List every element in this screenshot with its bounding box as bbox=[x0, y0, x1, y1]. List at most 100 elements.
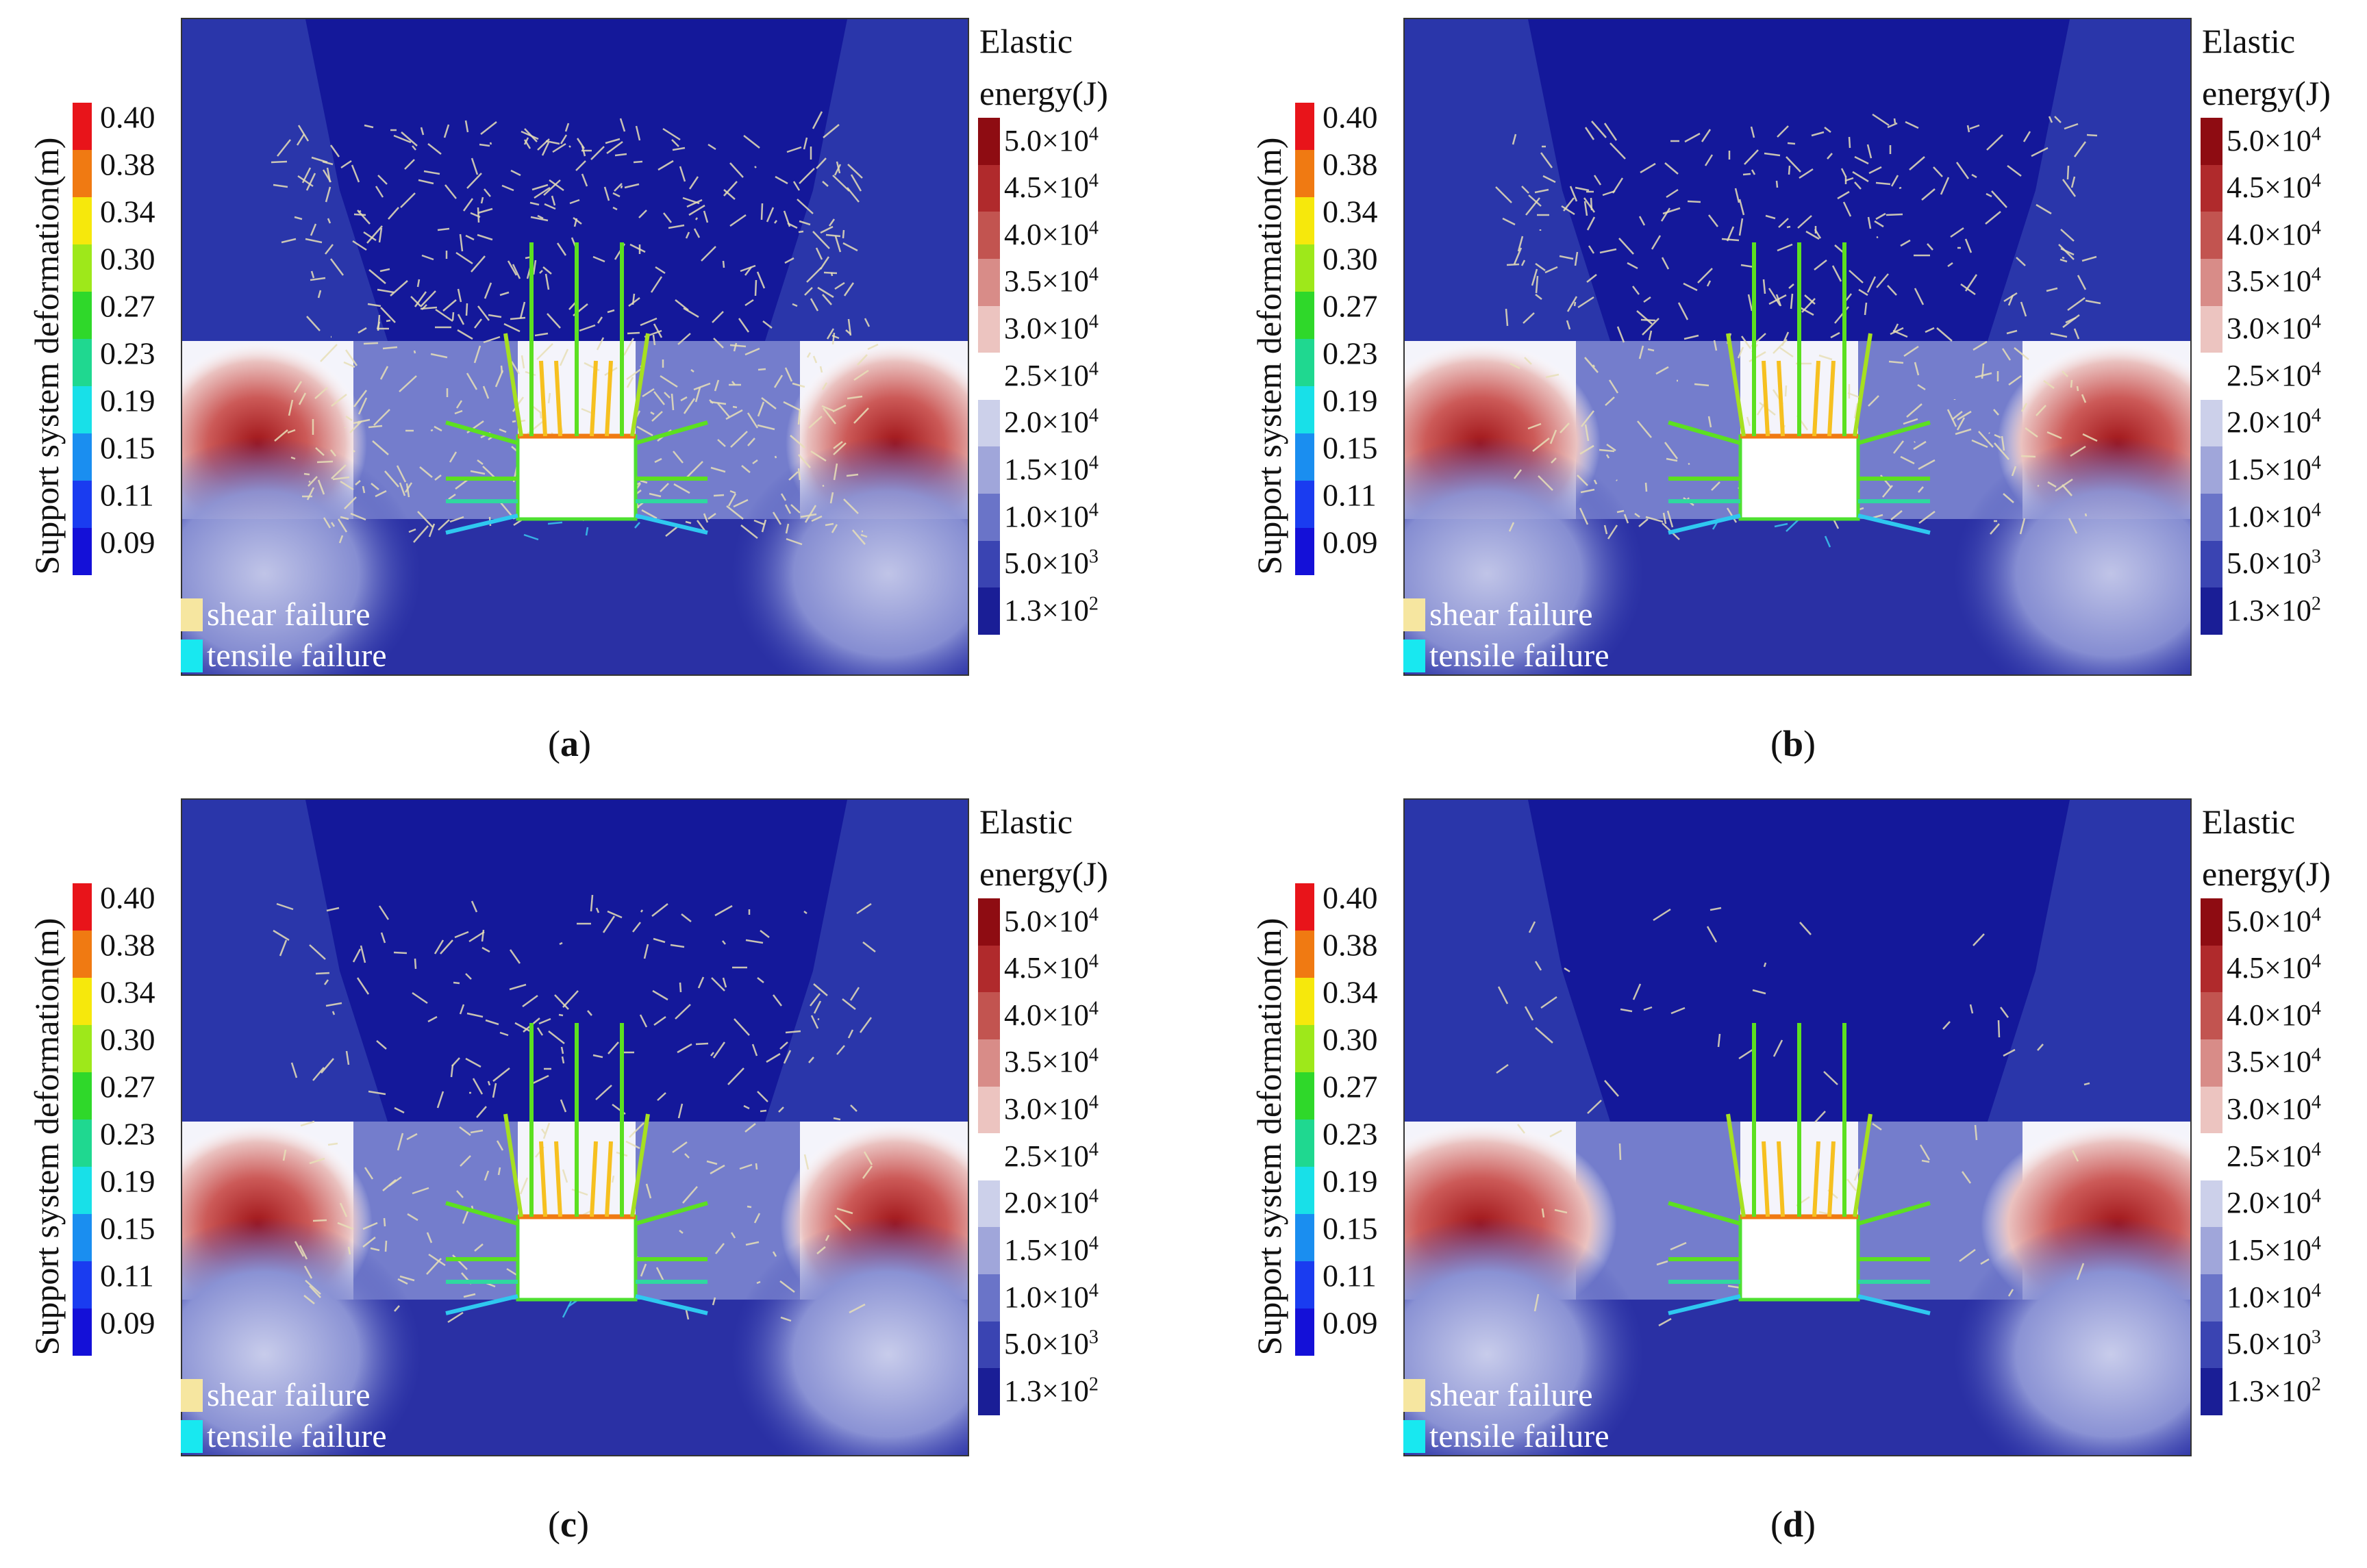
failure-crack bbox=[606, 140, 623, 155]
failure-crack bbox=[1854, 155, 1869, 165]
energy-tick-label: 1.5×104 bbox=[2227, 1232, 2321, 1267]
failure-crack bbox=[1620, 1008, 1633, 1013]
failure-crack bbox=[811, 515, 823, 522]
failure-crack bbox=[1750, 126, 1755, 138]
failure-crack bbox=[1535, 262, 1546, 272]
shear-failure-label: shear failure bbox=[207, 596, 371, 633]
failure-crack bbox=[1717, 1033, 1721, 1048]
failure-crack bbox=[560, 134, 568, 144]
failure-crack bbox=[537, 214, 544, 220]
failure-crack bbox=[497, 1167, 501, 1176]
failure-crack bbox=[457, 314, 465, 325]
failure-crack bbox=[473, 345, 481, 364]
failure-crack bbox=[1890, 327, 1904, 336]
failure-crack bbox=[2046, 287, 2058, 292]
energy-tick-label: 2.5×104 bbox=[1004, 358, 1099, 392]
failure-crack bbox=[1942, 1021, 1951, 1030]
failure-crack bbox=[1893, 440, 1904, 454]
failure-crack bbox=[710, 1164, 725, 1175]
deformation-tick-label: 0.40 bbox=[1323, 880, 1378, 915]
failure-crack bbox=[863, 1151, 873, 1165]
deformation-tick-label: 0.11 bbox=[100, 477, 154, 513]
failure-crack bbox=[560, 1046, 564, 1054]
failure-crack bbox=[729, 162, 744, 178]
failure-crack bbox=[345, 1050, 350, 1065]
failure-crack bbox=[1647, 348, 1655, 352]
failure-crack bbox=[1738, 199, 1745, 216]
rib-bolt bbox=[635, 514, 708, 535]
failure-crack bbox=[595, 907, 600, 913]
failure-crack bbox=[2062, 179, 2077, 197]
failure-crack bbox=[465, 1057, 481, 1068]
failure-crack bbox=[1616, 479, 1618, 481]
failure-crack bbox=[822, 484, 825, 488]
lower-zone-left bbox=[1405, 437, 1644, 674]
roof-bolt bbox=[1777, 360, 1785, 437]
failure-crack bbox=[366, 225, 383, 244]
failure-crack bbox=[747, 412, 759, 429]
failure-crack bbox=[480, 121, 497, 135]
failure-crack bbox=[2073, 328, 2080, 340]
failure-crack bbox=[534, 186, 551, 199]
roadway-opening bbox=[516, 434, 638, 521]
failure-crack bbox=[1966, 125, 1970, 133]
failure-crack bbox=[660, 375, 678, 388]
failure-crack bbox=[1831, 265, 1842, 282]
energy-title-line1: Elastic bbox=[979, 802, 1073, 841]
failure-crack bbox=[862, 1165, 873, 1179]
failure-crack bbox=[310, 223, 317, 236]
failure-crack bbox=[1986, 192, 1992, 198]
failure-crack bbox=[428, 1253, 446, 1267]
failure-crack bbox=[1940, 177, 1950, 195]
failure-crack bbox=[625, 1140, 640, 1150]
failure-crack bbox=[780, 1316, 792, 1322]
failure-crack bbox=[1592, 364, 1596, 368]
corner-bolt bbox=[630, 333, 650, 437]
failure-crack bbox=[1591, 121, 1607, 138]
failure-crack bbox=[766, 207, 775, 223]
failure-crack bbox=[484, 188, 491, 197]
failure-crack bbox=[846, 473, 859, 477]
failure-crack bbox=[2011, 466, 2017, 477]
failure-crack bbox=[587, 1010, 592, 1016]
failure-crack bbox=[351, 164, 360, 183]
failure-crack bbox=[1496, 1063, 1509, 1074]
failure-crack bbox=[297, 125, 310, 142]
failure-crack bbox=[1534, 961, 1542, 971]
failure-crack bbox=[660, 483, 669, 492]
failure-crack bbox=[554, 994, 569, 1010]
failure-crack bbox=[560, 1099, 567, 1113]
energy-color-band bbox=[978, 164, 1000, 212]
failure-crack bbox=[1990, 523, 2000, 535]
failure-crack bbox=[362, 485, 366, 494]
failure-crack bbox=[1586, 216, 1596, 231]
energy-tick-label: 5.0×103 bbox=[1004, 1326, 1099, 1361]
failure-crack bbox=[756, 271, 766, 289]
deformation-tick-label: 0.34 bbox=[100, 194, 155, 229]
failure-crack bbox=[416, 279, 421, 288]
failure-crack bbox=[1627, 262, 1638, 270]
failure-crack bbox=[380, 307, 396, 323]
failure-crack bbox=[2020, 455, 2036, 458]
deformation-color-band bbox=[1295, 386, 1314, 433]
energy-title-line2: energy(J) bbox=[979, 74, 1108, 112]
failure-crack bbox=[1969, 124, 1980, 130]
failure-crack bbox=[620, 185, 623, 189]
failure-crack bbox=[686, 199, 703, 208]
failure-crack bbox=[1603, 524, 1608, 535]
failure-crack bbox=[353, 213, 366, 216]
failure-crack bbox=[853, 407, 869, 424]
failure-crack bbox=[1738, 218, 1744, 236]
tensile-failure-swatch bbox=[1403, 1419, 1425, 1453]
tensile-failure-label: tensile failure bbox=[207, 1418, 387, 1454]
failure-crack bbox=[786, 538, 803, 546]
deformation-colorbar bbox=[1295, 103, 1314, 575]
failure-crack bbox=[1666, 457, 1678, 462]
failure-crack bbox=[1868, 395, 1879, 407]
failure-crack bbox=[512, 420, 516, 423]
failure-crack bbox=[510, 361, 521, 375]
failure-crack bbox=[1972, 340, 1988, 351]
failure-crack bbox=[757, 401, 765, 417]
failure-crack bbox=[1969, 1004, 1974, 1014]
failure-crack bbox=[1632, 286, 1640, 295]
